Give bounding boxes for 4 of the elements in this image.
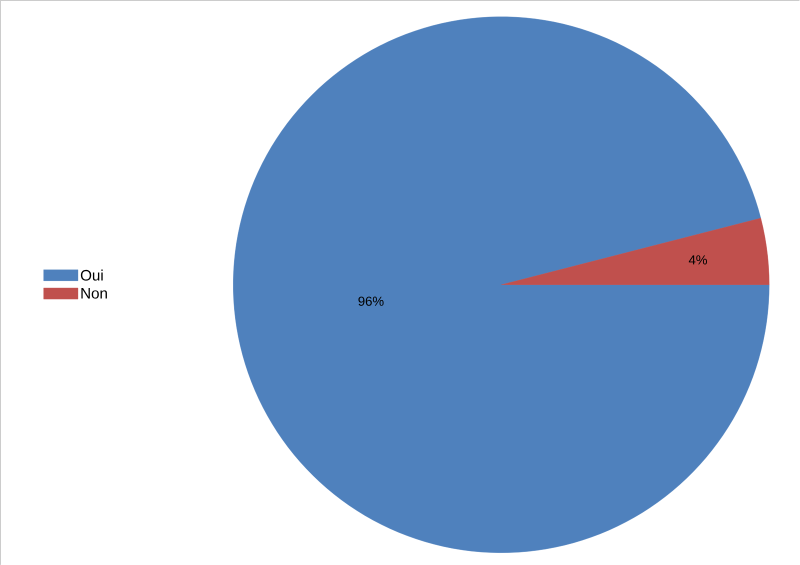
data-label: 4% — [688, 255, 707, 264]
legend-label: Oui — [80, 269, 103, 280]
data-label: 96% — [358, 296, 384, 306]
legend-label: Non — [81, 288, 107, 298]
